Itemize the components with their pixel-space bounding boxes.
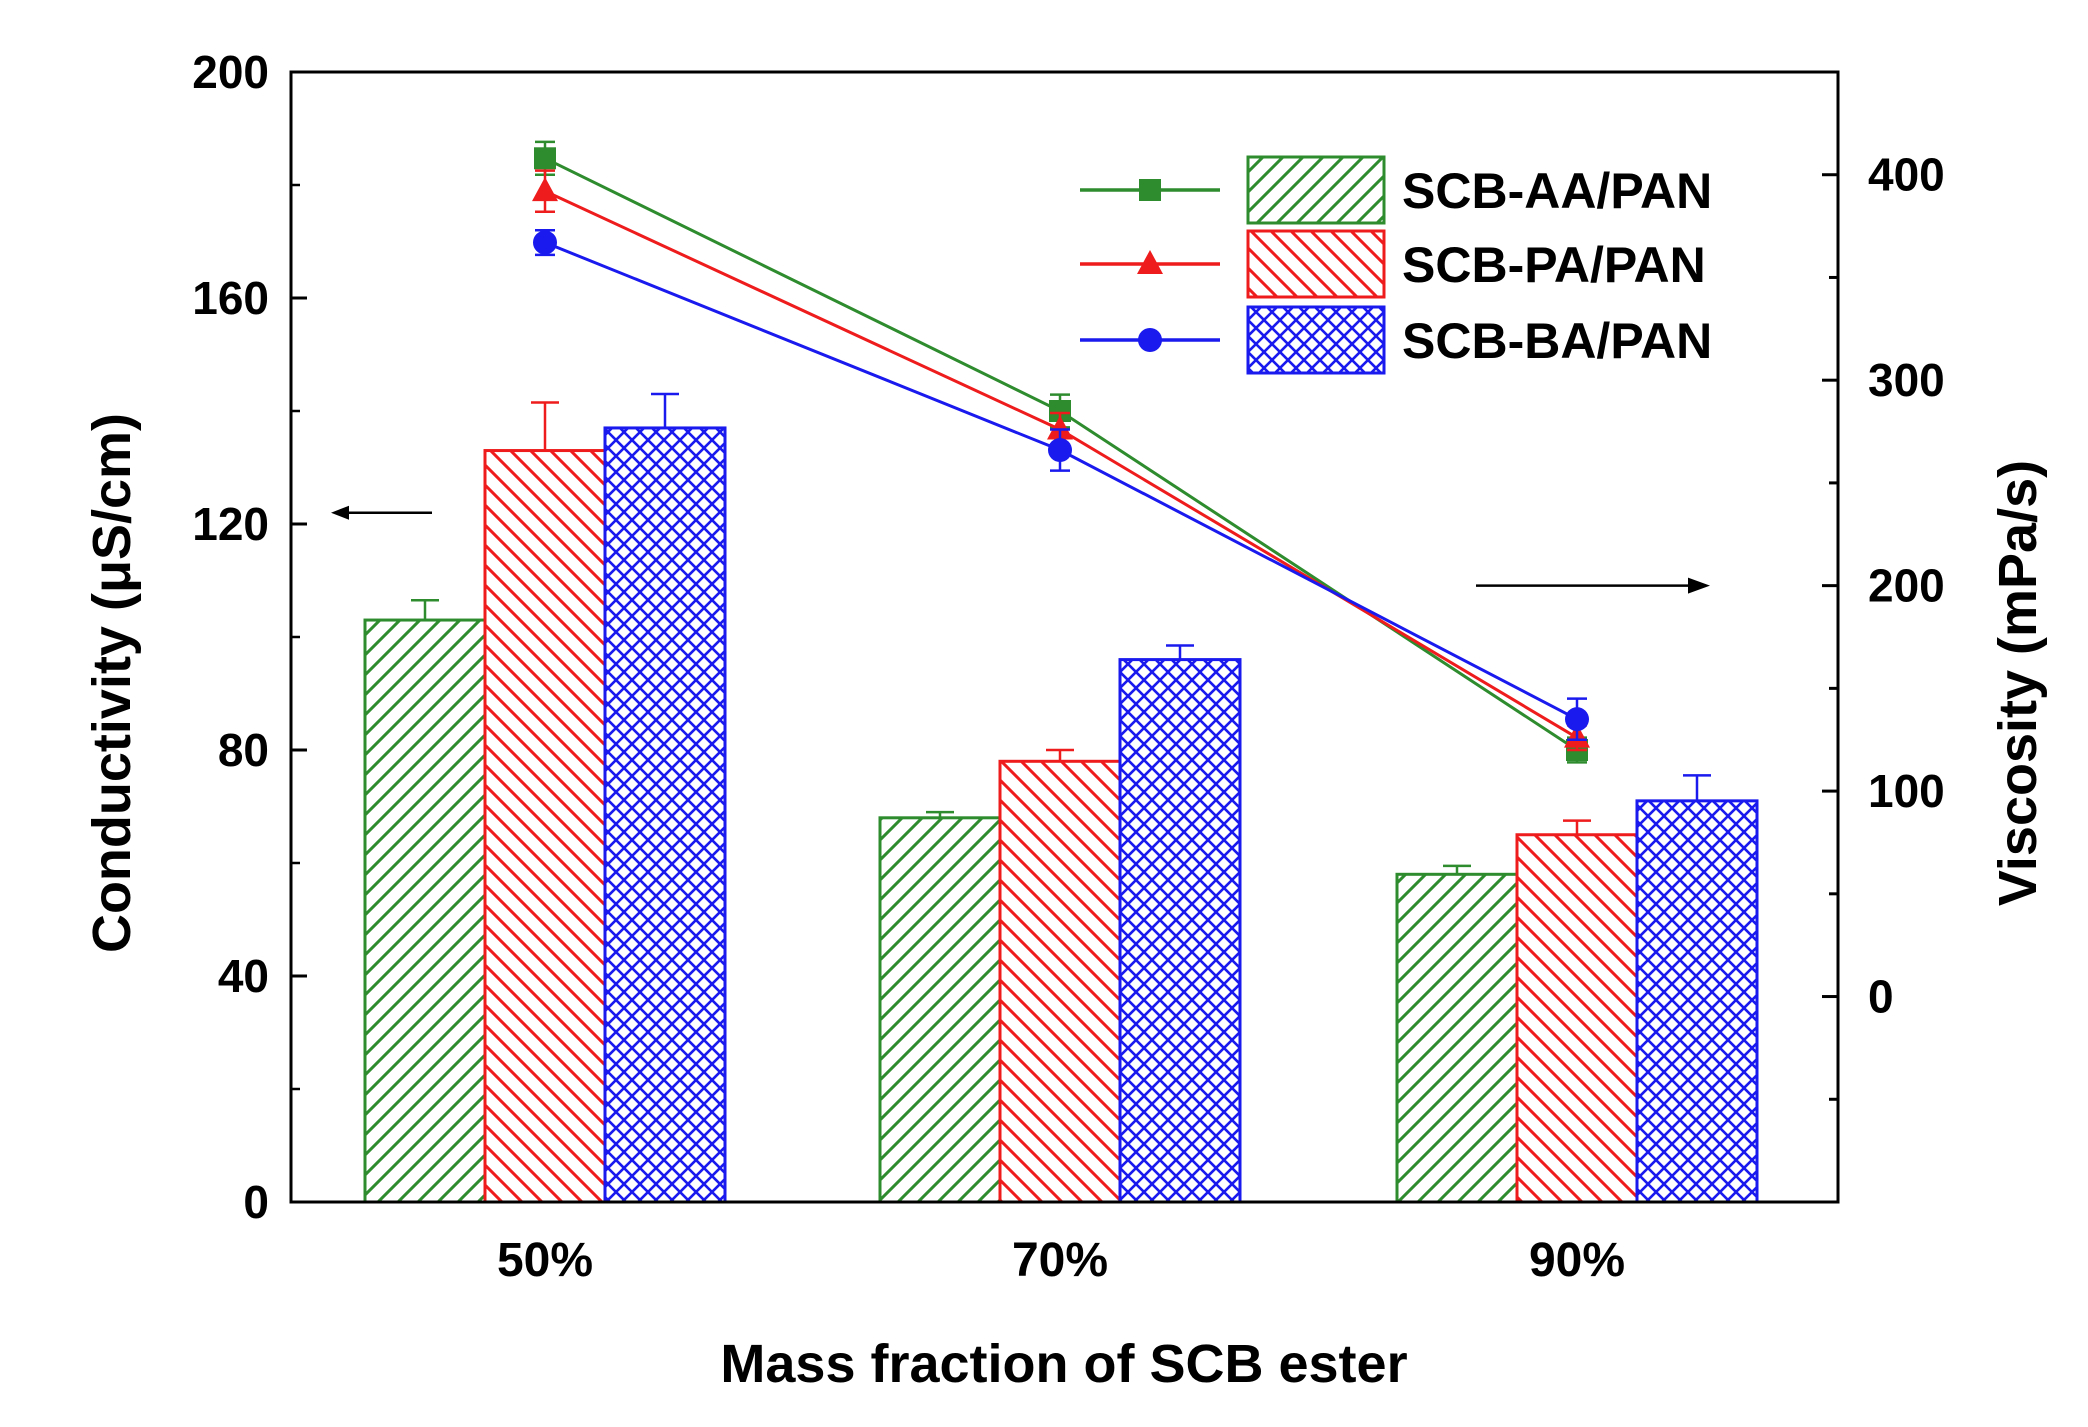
y2-tick-label: 300 xyxy=(1868,354,1945,406)
y-tick-label: 40 xyxy=(218,950,269,1002)
legend-label-pa: SCB-PA/PAN xyxy=(1402,237,1706,293)
legend-marker-ba xyxy=(1138,328,1162,352)
y-tick-label: 120 xyxy=(192,498,269,550)
line-point-ba xyxy=(1048,438,1072,463)
legend-swatch-ba xyxy=(1246,305,1386,375)
y2-tick-label: 100 xyxy=(1868,765,1945,817)
y2-axis-title: Viscosity (mPa/s) xyxy=(1988,460,2048,906)
x-category-label: 90% xyxy=(1529,1234,1625,1287)
line-point-pa xyxy=(1047,415,1073,440)
legend-marker-aa xyxy=(1139,179,1161,201)
legend-swatch-pa xyxy=(1246,229,1386,299)
legend-swatch-aa xyxy=(1246,155,1386,225)
x-category-label: 70% xyxy=(1012,1234,1108,1287)
legend-label-aa: SCB-AA/PAN xyxy=(1402,163,1712,219)
y-tick-label: 160 xyxy=(192,272,269,324)
bar-ba-90pct xyxy=(1635,799,1759,1204)
y-tick-label: 200 xyxy=(192,46,269,98)
y-axis-title: Conductivity (μS/cm) xyxy=(82,413,142,953)
left-axis-arrowhead xyxy=(331,505,349,520)
line-point-aa xyxy=(1049,400,1071,422)
line-point-pa xyxy=(532,177,558,202)
y2-tick-label: 0 xyxy=(1868,971,1894,1023)
y2-tick-label: 400 xyxy=(1868,149,1945,201)
bar-aa-70pct xyxy=(878,816,1002,1204)
legend-marker-pa xyxy=(1137,250,1163,274)
bar-ba-50pct xyxy=(603,426,727,1204)
line-point-ba xyxy=(533,230,557,255)
y2-tick-label: 200 xyxy=(1868,560,1945,612)
legend-label-ba: SCB-BA/PAN xyxy=(1402,313,1712,369)
bar-ba-70pct xyxy=(1118,658,1242,1204)
bar-pa-70pct xyxy=(998,759,1122,1204)
x-category-label: 50% xyxy=(497,1234,593,1287)
bar-aa-90pct xyxy=(1395,872,1519,1204)
line-point-aa xyxy=(534,147,556,170)
y-tick-label: 0 xyxy=(243,1176,269,1228)
line-point-ba xyxy=(1565,707,1589,732)
bar-pa-50pct xyxy=(483,449,607,1204)
x-axis-title: Mass fraction of SCB ester xyxy=(720,1334,1407,1394)
bar-pa-90pct xyxy=(1515,833,1639,1204)
bar-aa-50pct xyxy=(363,618,487,1204)
right-axis-arrowhead xyxy=(1688,577,1710,594)
y-tick-label: 80 xyxy=(218,724,269,776)
